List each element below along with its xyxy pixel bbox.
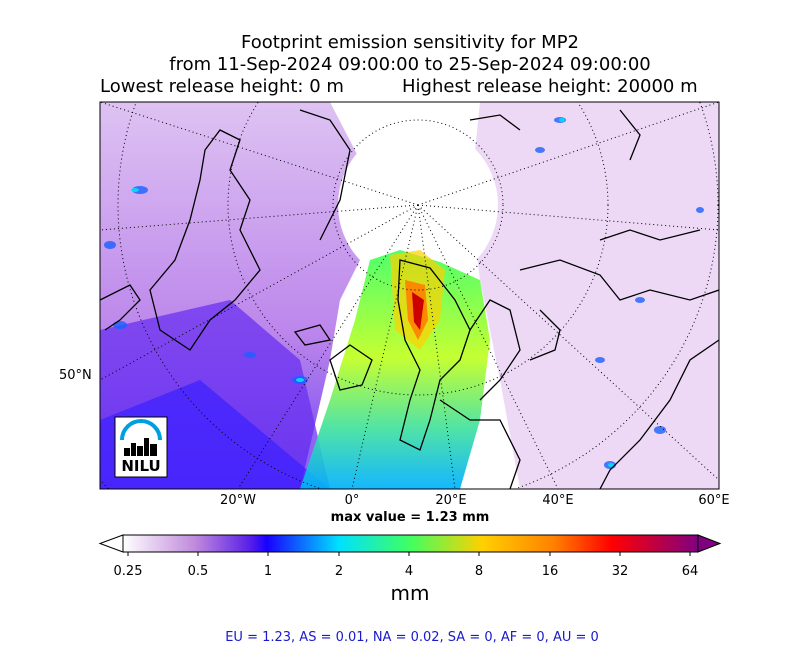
colorbar-tick: 1 xyxy=(263,564,273,579)
colorbar-tick: 0.5 xyxy=(187,564,209,579)
colorbar-unit: mm xyxy=(390,581,430,605)
colorbar-tick: 2 xyxy=(334,564,344,579)
footprint-field xyxy=(100,102,719,489)
region-summary: EU = 1.23, AS = 0.01, NA = 0.02, SA = 0,… xyxy=(225,630,599,645)
colorbar-tick: 8 xyxy=(474,564,484,579)
highest-release-height: Highest release height: 20000 m xyxy=(402,76,698,97)
lon-label-40e: 40°E xyxy=(542,493,574,508)
title-line-1: Footprint emission sensitivity for MP2 xyxy=(240,32,579,53)
colorbar-tick: 16 xyxy=(541,564,559,579)
lon-label-60e: 60°E xyxy=(698,493,730,508)
max-value-label: max value = 1.23 mm xyxy=(330,510,490,525)
colorbar xyxy=(98,534,722,556)
colorbar-tick: 32 xyxy=(611,564,629,579)
colorbar-tick: 4 xyxy=(404,564,414,579)
lat-label-50n: 50°N xyxy=(59,368,92,383)
lon-label-20e: 20°E xyxy=(435,493,467,508)
nilu-logo-text: NILU xyxy=(121,457,160,475)
colorbar-tick: 0.25 xyxy=(113,564,143,579)
lowest-release-height: Lowest release height: 0 m xyxy=(100,76,344,97)
nilu-logo: NILU xyxy=(114,416,168,478)
title-line-2: from 11-Sep-2024 09:00:00 to 25-Sep-2024… xyxy=(169,54,651,75)
lon-label-20w: 20°W xyxy=(220,493,256,508)
lon-label-0: 0° xyxy=(344,493,360,508)
colorbar-tick: 64 xyxy=(681,564,699,579)
